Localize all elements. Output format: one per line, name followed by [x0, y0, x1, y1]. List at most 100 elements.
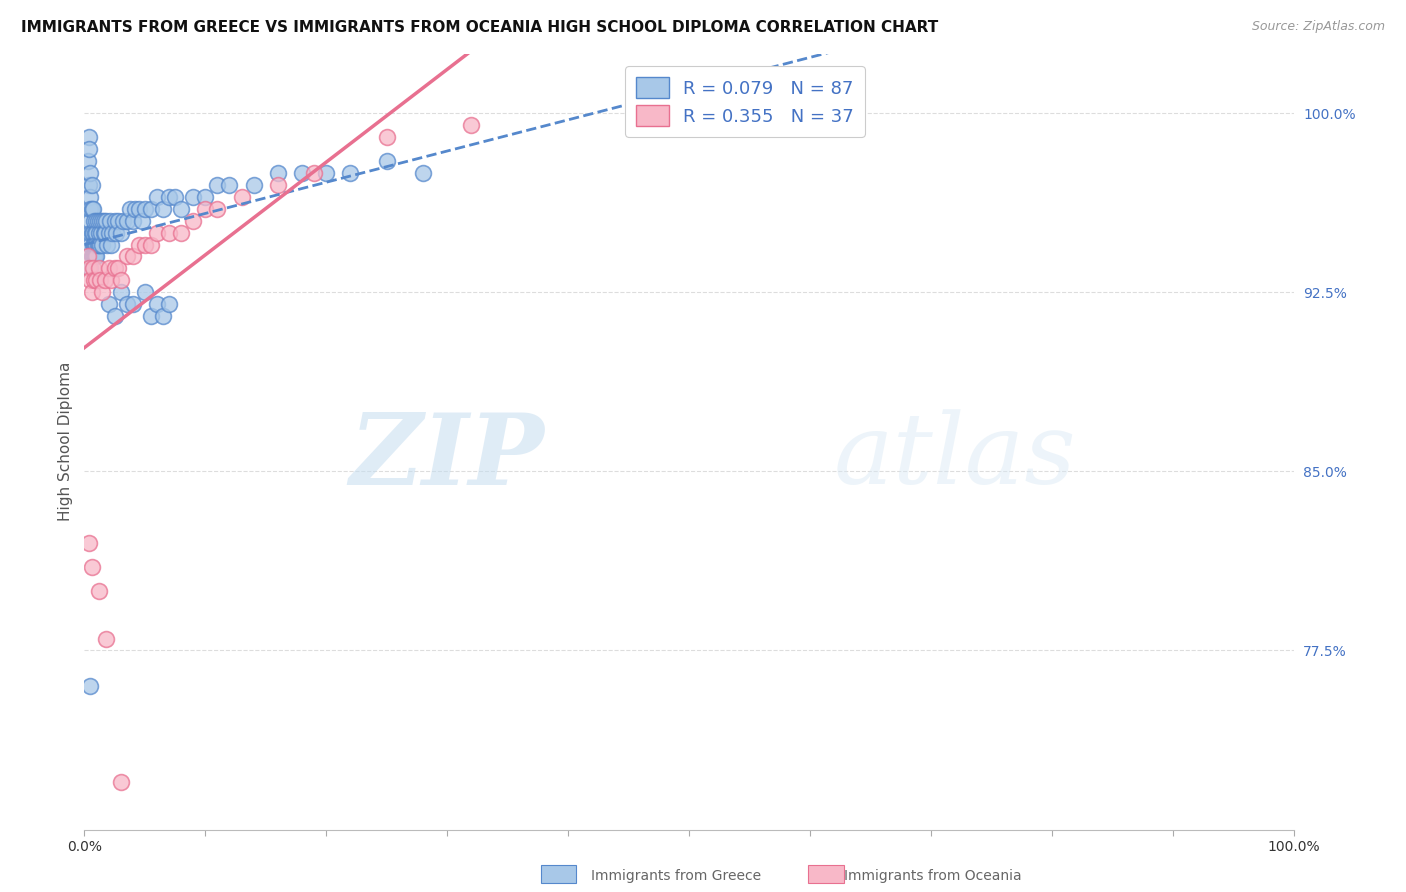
Point: [112, 213, 135, 227]
Point: [315, 166, 337, 180]
Point: [83, 250, 105, 264]
Point: [87, 237, 110, 252]
Point: [83, 273, 105, 287]
Point: [104, 213, 127, 227]
Point: [170, 202, 193, 216]
Point: [460, 118, 482, 132]
Point: [89, 237, 111, 252]
Point: [77, 250, 100, 264]
Point: [83, 237, 105, 252]
Point: [86, 273, 108, 287]
Text: ZIP: ZIP: [349, 409, 544, 505]
Point: [165, 190, 187, 204]
Point: [100, 237, 122, 252]
Point: [110, 285, 132, 300]
Point: [94, 226, 117, 240]
Point: [93, 226, 115, 240]
Point: [86, 237, 108, 252]
Point: [139, 202, 162, 216]
Point: [107, 213, 129, 227]
Point: [80, 285, 103, 300]
Text: atlas: atlas: [834, 409, 1077, 505]
Point: [77, 178, 100, 192]
Point: [79, 166, 101, 180]
Point: [94, 213, 117, 227]
Point: [218, 178, 240, 192]
Point: [98, 213, 121, 227]
Point: [77, 130, 100, 145]
Point: [86, 213, 108, 227]
Point: [82, 202, 104, 216]
Point: [97, 297, 120, 311]
Point: [79, 679, 101, 693]
Point: [267, 178, 290, 192]
Point: [84, 237, 107, 252]
Point: [242, 178, 264, 192]
Point: [83, 213, 105, 227]
Point: [121, 250, 143, 264]
Legend: R = 0.079   N = 87, R = 0.355   N = 37: R = 0.079 N = 87, R = 0.355 N = 37: [626, 66, 865, 137]
Point: [82, 250, 104, 264]
Point: [77, 142, 100, 156]
Point: [84, 250, 107, 264]
Point: [152, 202, 174, 216]
Point: [291, 166, 314, 180]
Point: [97, 261, 120, 276]
Point: [152, 309, 174, 323]
Point: [79, 213, 101, 227]
Point: [91, 237, 114, 252]
Point: [110, 226, 132, 240]
Point: [121, 213, 143, 227]
Point: [80, 178, 103, 192]
Point: [157, 226, 180, 240]
Point: [120, 202, 142, 216]
Point: [80, 226, 103, 240]
Point: [104, 309, 127, 323]
Text: Immigrants from Greece: Immigrants from Greece: [591, 869, 761, 883]
Point: [79, 237, 101, 252]
Point: [84, 226, 107, 240]
Point: [181, 190, 204, 204]
Point: [82, 237, 104, 252]
Point: [121, 297, 143, 311]
Point: [146, 190, 169, 204]
Point: [231, 190, 253, 204]
Point: [87, 583, 110, 598]
Point: [146, 297, 169, 311]
Point: [87, 261, 110, 276]
Point: [412, 166, 434, 180]
Point: [91, 213, 114, 227]
Point: [101, 226, 124, 240]
Point: [207, 202, 229, 216]
Point: [91, 285, 114, 300]
Y-axis label: High School Diploma: High School Diploma: [58, 362, 73, 521]
Point: [107, 261, 129, 276]
Point: [86, 213, 108, 227]
Text: Source: ZipAtlas.com: Source: ZipAtlas.com: [1251, 20, 1385, 33]
Point: [339, 166, 361, 180]
Point: [131, 213, 153, 227]
Point: [79, 261, 101, 276]
Point: [86, 226, 108, 240]
Point: [77, 153, 100, 168]
Point: [267, 166, 290, 180]
Point: [110, 774, 132, 789]
Point: [79, 190, 101, 204]
Point: [134, 237, 156, 252]
Point: [86, 250, 108, 264]
Point: [194, 190, 217, 204]
Point: [100, 273, 122, 287]
Point: [157, 297, 180, 311]
Point: [207, 178, 229, 192]
Point: [115, 250, 138, 264]
Point: [139, 309, 162, 323]
Point: [80, 250, 103, 264]
Point: [96, 237, 118, 252]
Point: [82, 261, 104, 276]
Point: [80, 202, 103, 216]
Point: [139, 237, 162, 252]
Point: [89, 213, 111, 227]
Point: [104, 261, 127, 276]
Text: IMMIGRANTS FROM GREECE VS IMMIGRANTS FROM OCEANIA HIGH SCHOOL DIPLOMA CORRELATIO: IMMIGRANTS FROM GREECE VS IMMIGRANTS FRO…: [21, 20, 938, 35]
Point: [110, 273, 132, 287]
